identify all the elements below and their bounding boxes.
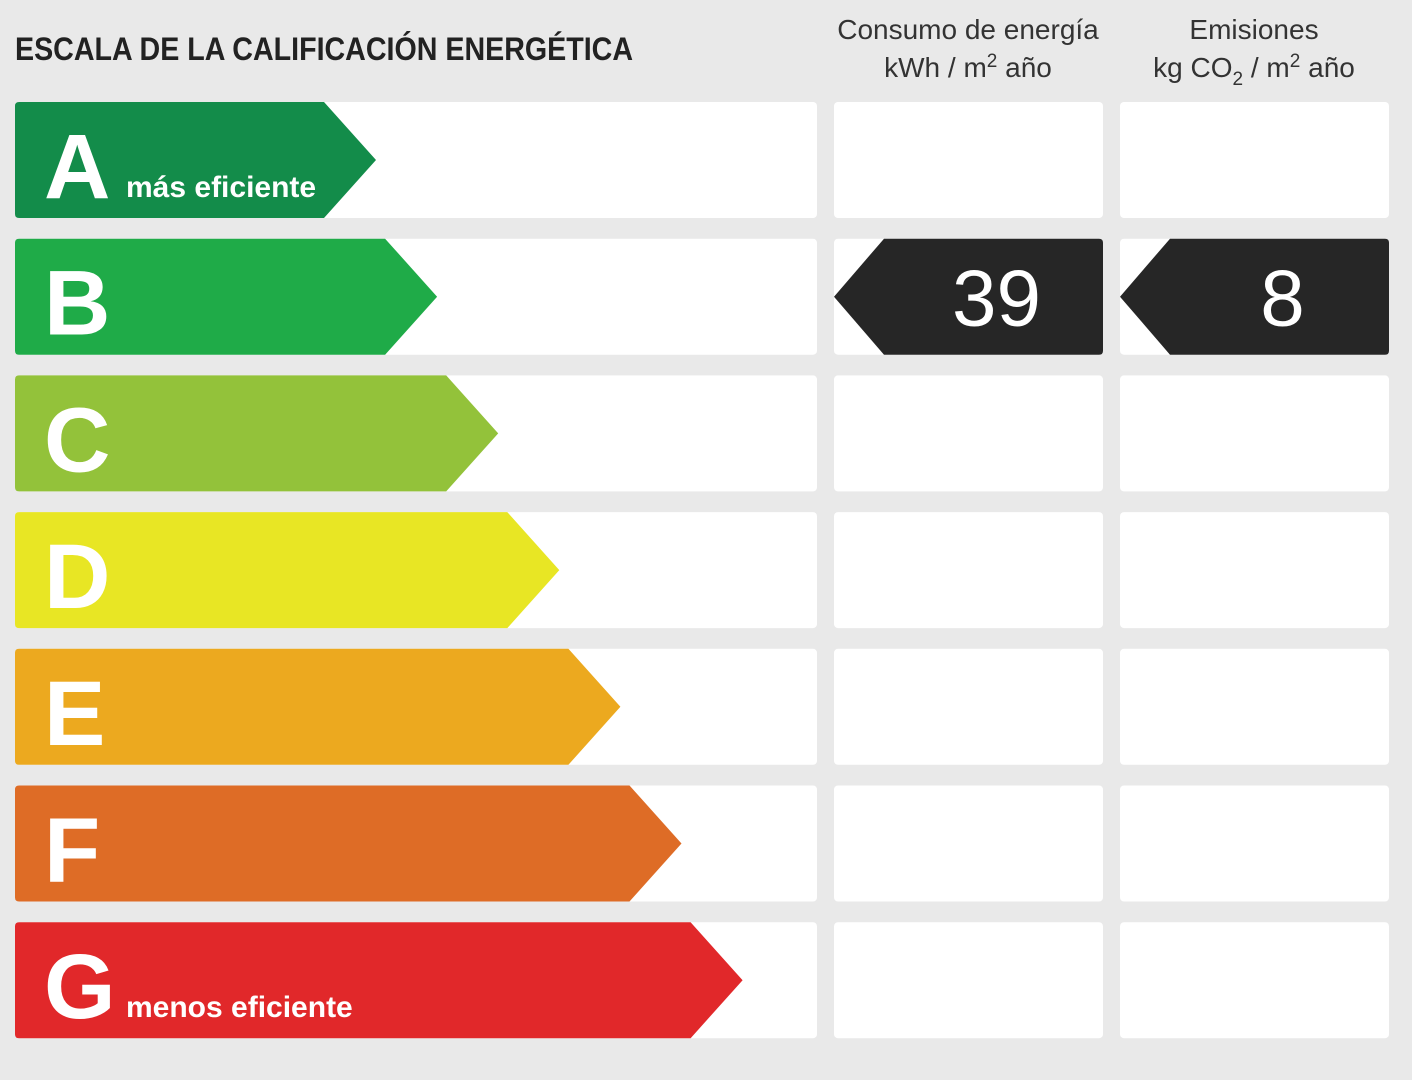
unit-part: kWh / m xyxy=(884,52,987,83)
rating-arrow xyxy=(15,512,560,629)
rating-arrow xyxy=(15,785,682,902)
value-text: 8 xyxy=(1260,254,1305,343)
value-cell xyxy=(834,922,1103,1039)
unit-sup: 2 xyxy=(987,51,998,72)
value-marker xyxy=(834,238,1103,355)
rating-letter: G xyxy=(44,936,116,1038)
unit-part: año xyxy=(997,52,1052,83)
value-cell xyxy=(834,375,1103,492)
unit-sub: 2 xyxy=(1233,69,1244,90)
value-marker xyxy=(1120,238,1389,355)
value-cell xyxy=(1120,922,1389,1039)
rating-arrow xyxy=(15,648,621,765)
rating-label: más eficiente xyxy=(126,171,316,204)
column-title: Emisiones xyxy=(1189,14,1318,45)
rating-letter: A xyxy=(44,116,110,218)
unit-part: kg CO xyxy=(1153,52,1232,83)
value-cell xyxy=(834,102,1103,218)
value-cell xyxy=(1120,785,1389,902)
value-cell xyxy=(1120,102,1389,218)
value-cell xyxy=(1120,648,1389,765)
rating-letter: D xyxy=(44,526,110,628)
column-title: Consumo de energía xyxy=(837,14,1099,45)
rating-letter: E xyxy=(44,663,105,765)
value-text: 39 xyxy=(952,254,1041,343)
title: ESCALA DE LA CALIFICACIÓN ENERGÉTICA xyxy=(15,31,633,67)
column-unit: kWh / m2 año xyxy=(884,51,1052,83)
column-unit: kg CO2 / m2 año xyxy=(1153,51,1355,90)
rating-arrow xyxy=(15,238,438,355)
unit-part: / m xyxy=(1243,52,1290,83)
rating-arrow xyxy=(15,375,499,492)
rating-arrow xyxy=(15,922,743,1039)
value-cell xyxy=(1120,512,1389,629)
value-cell xyxy=(834,512,1103,629)
rating-letter: B xyxy=(44,253,110,355)
rating-label: menos eficiente xyxy=(126,991,353,1024)
unit-sup: 2 xyxy=(1290,51,1301,72)
rating-arrow xyxy=(15,102,376,218)
rating-letter: C xyxy=(44,389,110,491)
value-cell xyxy=(834,648,1103,765)
value-cell xyxy=(834,785,1103,902)
rating-letter: F xyxy=(44,800,100,902)
value-cell xyxy=(1120,375,1389,492)
unit-part: año xyxy=(1300,52,1355,83)
